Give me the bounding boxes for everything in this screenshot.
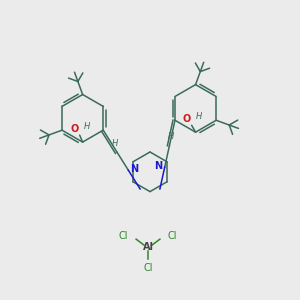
Text: O: O [70,124,79,134]
Text: Cl: Cl [119,231,128,241]
Text: H: H [112,139,119,148]
Text: N: N [130,164,138,174]
Text: Cl: Cl [143,263,153,273]
Text: H: H [168,132,174,141]
Text: Al: Al [142,242,154,252]
Text: H: H [84,122,90,131]
Text: O: O [182,114,190,124]
Text: Cl: Cl [168,231,177,241]
Text: N: N [154,161,163,171]
Text: H: H [196,112,202,121]
